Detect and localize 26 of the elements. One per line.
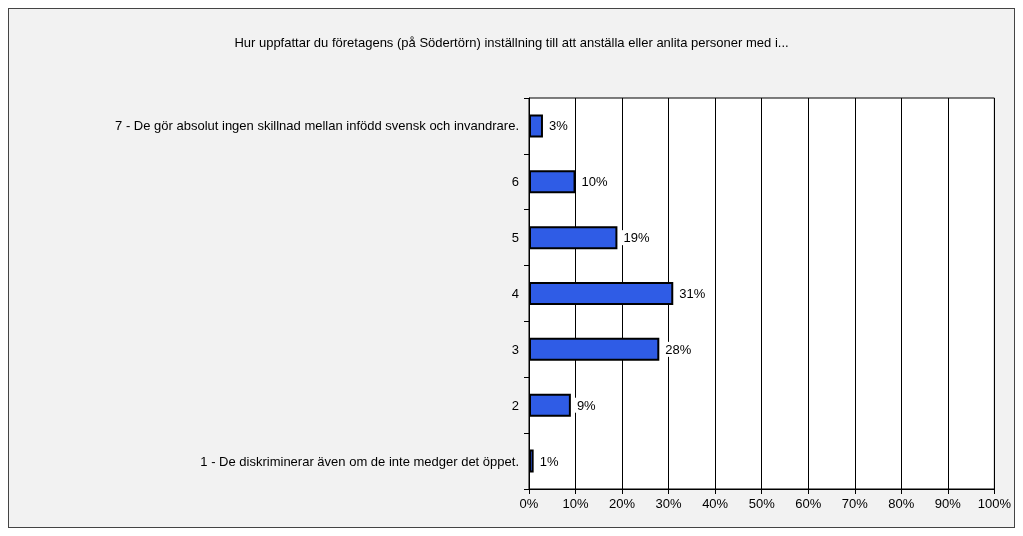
x-tick-label: 60% (795, 496, 822, 511)
y-tick-label: 4 (511, 286, 519, 301)
x-tick-label: 10% (562, 496, 589, 511)
y-tick-label: 6 (511, 174, 519, 190)
x-tick-label: 50% (748, 496, 776, 511)
y-tick-label: 3 (511, 341, 519, 357)
data-label: 19% (623, 230, 650, 246)
x-tick-label: 20% (609, 496, 636, 511)
data-label: 1% (539, 453, 559, 469)
y-tick-label: 7 - De gör absolut ingen skillnad mellan infödd svensk och invandrare. (115, 118, 519, 134)
data-label: 28% (665, 341, 692, 357)
x-tick-label: 0% (519, 496, 539, 511)
x-tick-label: 40% (702, 496, 729, 511)
data-label: 10% (581, 174, 608, 190)
y-tick-label: 2 (511, 397, 519, 413)
x-tick-label: 90% (934, 496, 962, 511)
x-tick-label: 70% (841, 496, 869, 511)
chart-title: Hur uppfattar du företagens (på Södertörn) inställning till att anställa eller anlita personer med i... (234, 35, 789, 50)
data-label: 31% (679, 286, 706, 301)
x-tick-label: 80% (888, 496, 915, 511)
x-tick-label: 100% (977, 496, 1012, 511)
y-tick-label: 1 - De diskriminerar även om de inte medger det öppet. (200, 453, 519, 469)
y-tick-label: 5 (511, 230, 519, 246)
data-label: 9% (576, 397, 597, 413)
x-tick-label: 30% (655, 496, 683, 511)
data-label: 3% (548, 118, 569, 134)
